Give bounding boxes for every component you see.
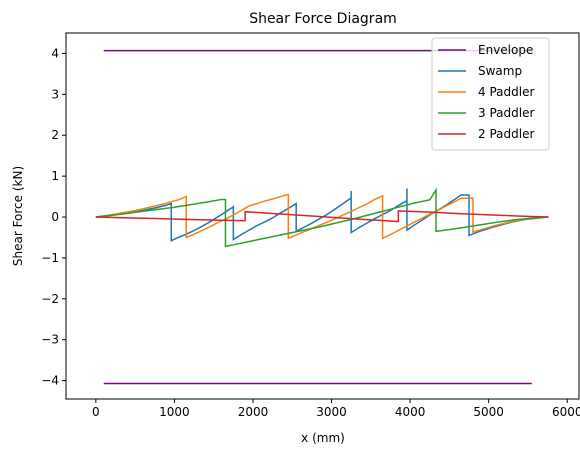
- chart-title: Shear Force Diagram: [249, 11, 397, 27]
- x-tick-label: 2000: [238, 405, 269, 419]
- y-tick-label: 3: [51, 87, 59, 101]
- y-axis-label: Shear Force (kN): [11, 166, 25, 266]
- y-tick-label: −1: [41, 251, 59, 265]
- x-tick-label: 6000: [552, 405, 580, 419]
- x-tick-label: 0: [92, 405, 100, 419]
- x-tick-label: 5000: [473, 405, 504, 419]
- legend-label-envelope: Envelope: [478, 43, 533, 57]
- x-tick-label: 4000: [395, 405, 426, 419]
- x-axis-label: x (mm): [301, 431, 345, 445]
- legend-label-2-paddler: 2 Paddler: [478, 127, 534, 141]
- legend-label-swamp: Swamp: [478, 64, 522, 78]
- y-tick-label: −2: [41, 292, 59, 306]
- y-tick-label: 2: [51, 128, 59, 142]
- y-tick-label: −4: [41, 374, 59, 388]
- legend-label-4-paddler: 4 Paddler: [478, 85, 534, 99]
- y-tick-label: −3: [41, 333, 59, 347]
- y-tick-label: 0: [51, 210, 59, 224]
- legend: Envelope Swamp 4 Paddler 3 Paddler 2 Paddler: [432, 38, 549, 150]
- x-tick-label: 3000: [316, 405, 347, 419]
- x-tick-label: 1000: [159, 405, 190, 419]
- y-tick-label: 1: [51, 169, 59, 183]
- y-tick-label: 4: [51, 46, 59, 60]
- legend-label-3-paddler: 3 Paddler: [478, 106, 534, 120]
